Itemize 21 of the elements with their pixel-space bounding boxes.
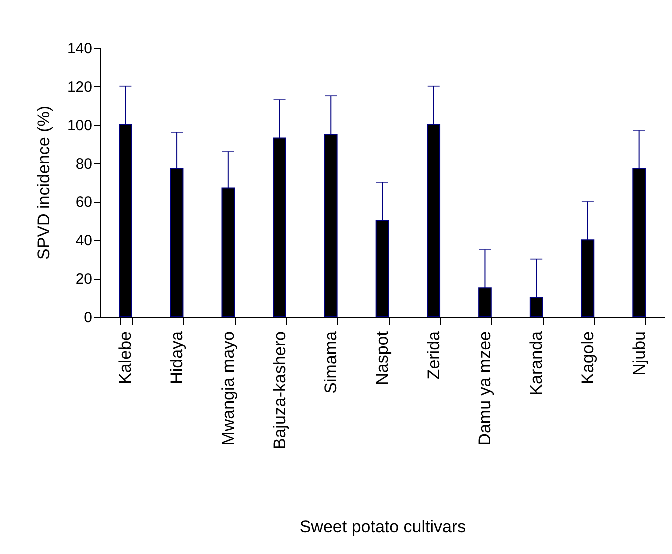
x-tick-label: Mwangia mayo <box>218 332 238 446</box>
x-tick-label: Kagole <box>578 332 598 384</box>
x-tick-label: Zerida <box>424 330 444 380</box>
y-axis-title: SPVD incidence (%) <box>34 106 54 260</box>
x-axis-title: Sweet potato cultivars <box>300 518 466 537</box>
y-tick-label: 120 <box>67 78 92 96</box>
x-tick-label: Kalebe <box>116 332 136 384</box>
x-tick-label: Simama <box>322 330 341 394</box>
x-tick-label: Naspot <box>373 331 392 386</box>
y-tick-label: 80 <box>76 156 92 173</box>
y-tick-label: 140 <box>67 40 92 58</box>
y-tick-label: 60 <box>76 194 92 212</box>
x-tick-label: Hidaya <box>168 330 187 384</box>
y-tick-label: 0 <box>84 310 92 326</box>
y-tick-label: 40 <box>76 232 92 250</box>
x-tick-label: Damu ya mzee <box>476 332 495 446</box>
x-tick-label: Bajuza-kashero <box>270 332 290 450</box>
x-tick-label: Karanda <box>527 330 546 396</box>
x-tick-label: Njubu <box>630 332 649 376</box>
y-tick-label: 100 <box>67 117 92 134</box>
y-tick-label: 20 <box>76 271 92 288</box>
